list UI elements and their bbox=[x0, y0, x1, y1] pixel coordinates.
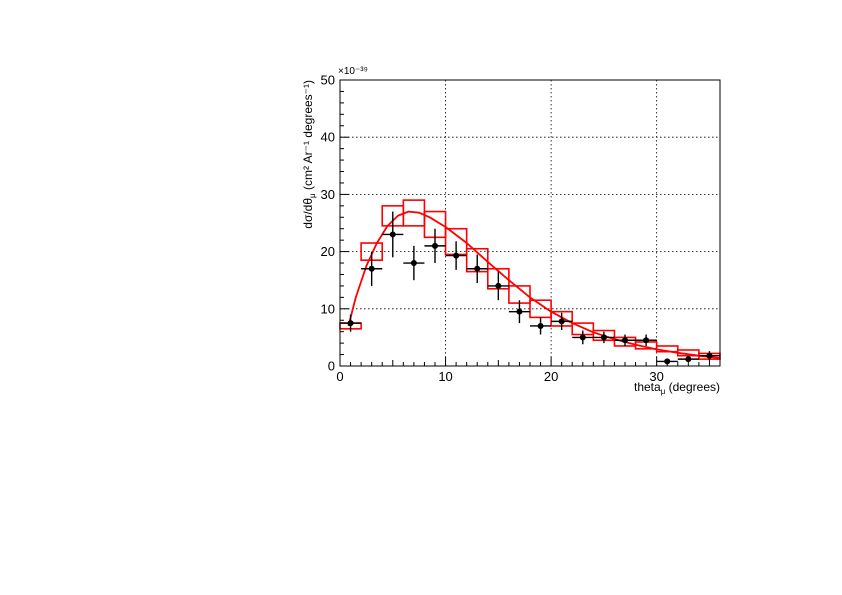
data-marker bbox=[664, 358, 671, 365]
data-marker bbox=[685, 356, 692, 363]
x-axis-title-rest: (degrees) bbox=[665, 380, 720, 394]
x-tick-label: 10 bbox=[438, 369, 452, 384]
y-axis-exponent: ×10⁻³⁹ bbox=[338, 66, 368, 77]
data-marker bbox=[495, 282, 502, 289]
data-point bbox=[445, 241, 467, 270]
y-tick-label: 30 bbox=[321, 187, 335, 202]
data-marker bbox=[368, 265, 375, 272]
data-point bbox=[572, 330, 594, 345]
data-marker bbox=[579, 334, 586, 341]
data-point bbox=[424, 228, 446, 264]
data-marker bbox=[706, 352, 713, 359]
data-point bbox=[361, 251, 383, 286]
data-point bbox=[403, 245, 425, 281]
y-axis-title-rest: (cm² Ar⁻¹ degrees⁻¹) bbox=[301, 80, 315, 193]
data-marker bbox=[622, 337, 628, 344]
data-marker bbox=[643, 337, 650, 344]
x-axis-title-main: theta bbox=[634, 380, 661, 394]
ticks-group: 0 10 20 30 0 10 20 30 40 50 bbox=[321, 73, 721, 384]
data-point bbox=[593, 331, 615, 344]
data-marker bbox=[410, 260, 417, 267]
data-point bbox=[508, 300, 530, 324]
data-marker bbox=[537, 322, 544, 329]
data-marker bbox=[516, 308, 523, 315]
axes-group bbox=[339, 79, 721, 367]
data-marker bbox=[453, 252, 460, 259]
model-curve-group bbox=[347, 210, 721, 359]
y-axis-title-sub: μ bbox=[308, 193, 317, 198]
y-axis-title: dσ/dθμ (cm² Ar⁻¹ degrees⁻¹) bbox=[301, 80, 317, 229]
data-marker bbox=[600, 334, 607, 341]
x-tick-label: 0 bbox=[336, 369, 343, 384]
data-point bbox=[635, 334, 657, 346]
x-tick-label: 20 bbox=[544, 369, 558, 384]
data-point bbox=[614, 334, 636, 346]
data-marker bbox=[474, 265, 481, 272]
y-tick-label: 50 bbox=[321, 73, 335, 88]
data-point bbox=[698, 351, 720, 361]
x-axis-title: thetaμ (degrees) bbox=[634, 380, 720, 396]
y-tick-label: 40 bbox=[321, 130, 335, 145]
data-point bbox=[382, 211, 404, 258]
data-marker bbox=[432, 242, 438, 249]
plot-frame bbox=[339, 79, 721, 367]
data-point bbox=[656, 358, 678, 365]
y-tick-label: 0 bbox=[328, 359, 335, 374]
data-point bbox=[677, 356, 699, 363]
model-uncertainty-boxes bbox=[339, 199, 721, 360]
x-tick-label: 30 bbox=[649, 369, 663, 384]
data-marker bbox=[389, 231, 396, 238]
data-marker bbox=[558, 318, 565, 325]
data-point bbox=[530, 317, 552, 335]
x-axis-title-sub: μ bbox=[661, 387, 666, 396]
y-tick-label: 20 bbox=[321, 244, 335, 259]
model-curve bbox=[347, 210, 721, 359]
data-point bbox=[340, 314, 362, 332]
data-point bbox=[487, 271, 509, 301]
data-point bbox=[551, 312, 573, 330]
data-marker bbox=[347, 320, 354, 327]
y-tick-label: 10 bbox=[321, 301, 335, 316]
data-point bbox=[466, 254, 488, 284]
y-axis-title-main: dσ/dθ bbox=[301, 198, 315, 229]
data-points-group bbox=[340, 211, 720, 365]
grid-lines bbox=[340, 80, 720, 366]
